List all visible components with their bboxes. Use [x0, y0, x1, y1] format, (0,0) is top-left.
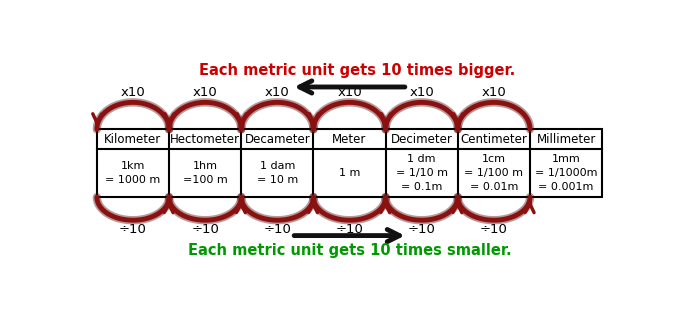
Text: x10: x10 — [193, 86, 218, 99]
Text: ÷10: ÷10 — [263, 223, 291, 236]
Text: ÷10: ÷10 — [336, 223, 364, 236]
Text: Meter: Meter — [332, 133, 367, 146]
Text: ÷10: ÷10 — [408, 223, 436, 236]
Text: x10: x10 — [337, 86, 362, 99]
Text: Decimeter: Decimeter — [391, 133, 453, 146]
Text: Hectometer: Hectometer — [170, 133, 240, 146]
Text: Centimeter: Centimeter — [460, 133, 527, 146]
Text: x10: x10 — [121, 86, 145, 99]
Text: Each metric unit gets 10 times smaller.: Each metric unit gets 10 times smaller. — [188, 243, 512, 258]
Text: x10: x10 — [409, 86, 434, 99]
Text: ÷10: ÷10 — [119, 223, 147, 236]
Text: 1km
= 1000 m: 1km = 1000 m — [105, 161, 160, 185]
Text: 1 m: 1 m — [339, 168, 360, 178]
Text: 1 dm
= 1/10 m
= 0.1m: 1 dm = 1/10 m = 0.1m — [396, 154, 447, 192]
Text: ÷10: ÷10 — [191, 223, 219, 236]
Text: Decameter: Decameter — [244, 133, 310, 146]
Text: x10: x10 — [265, 86, 290, 99]
Text: Kilometer: Kilometer — [104, 133, 162, 146]
Text: 1hm
=100 m: 1hm =100 m — [183, 161, 228, 185]
Text: 1 dam
= 10 m: 1 dam = 10 m — [256, 161, 298, 185]
Text: Each metric unit gets 10 times bigger.: Each metric unit gets 10 times bigger. — [199, 63, 516, 78]
Bar — [97, 129, 602, 197]
Text: ÷10: ÷10 — [480, 223, 508, 236]
Text: 1mm
= 1/1000m
= 0.001m: 1mm = 1/1000m = 0.001m — [535, 154, 597, 192]
Text: Millimeter: Millimeter — [537, 133, 596, 146]
Text: x10: x10 — [481, 86, 506, 99]
Text: 1cm
= 1/100 m
= 0.01m: 1cm = 1/100 m = 0.01m — [464, 154, 523, 192]
